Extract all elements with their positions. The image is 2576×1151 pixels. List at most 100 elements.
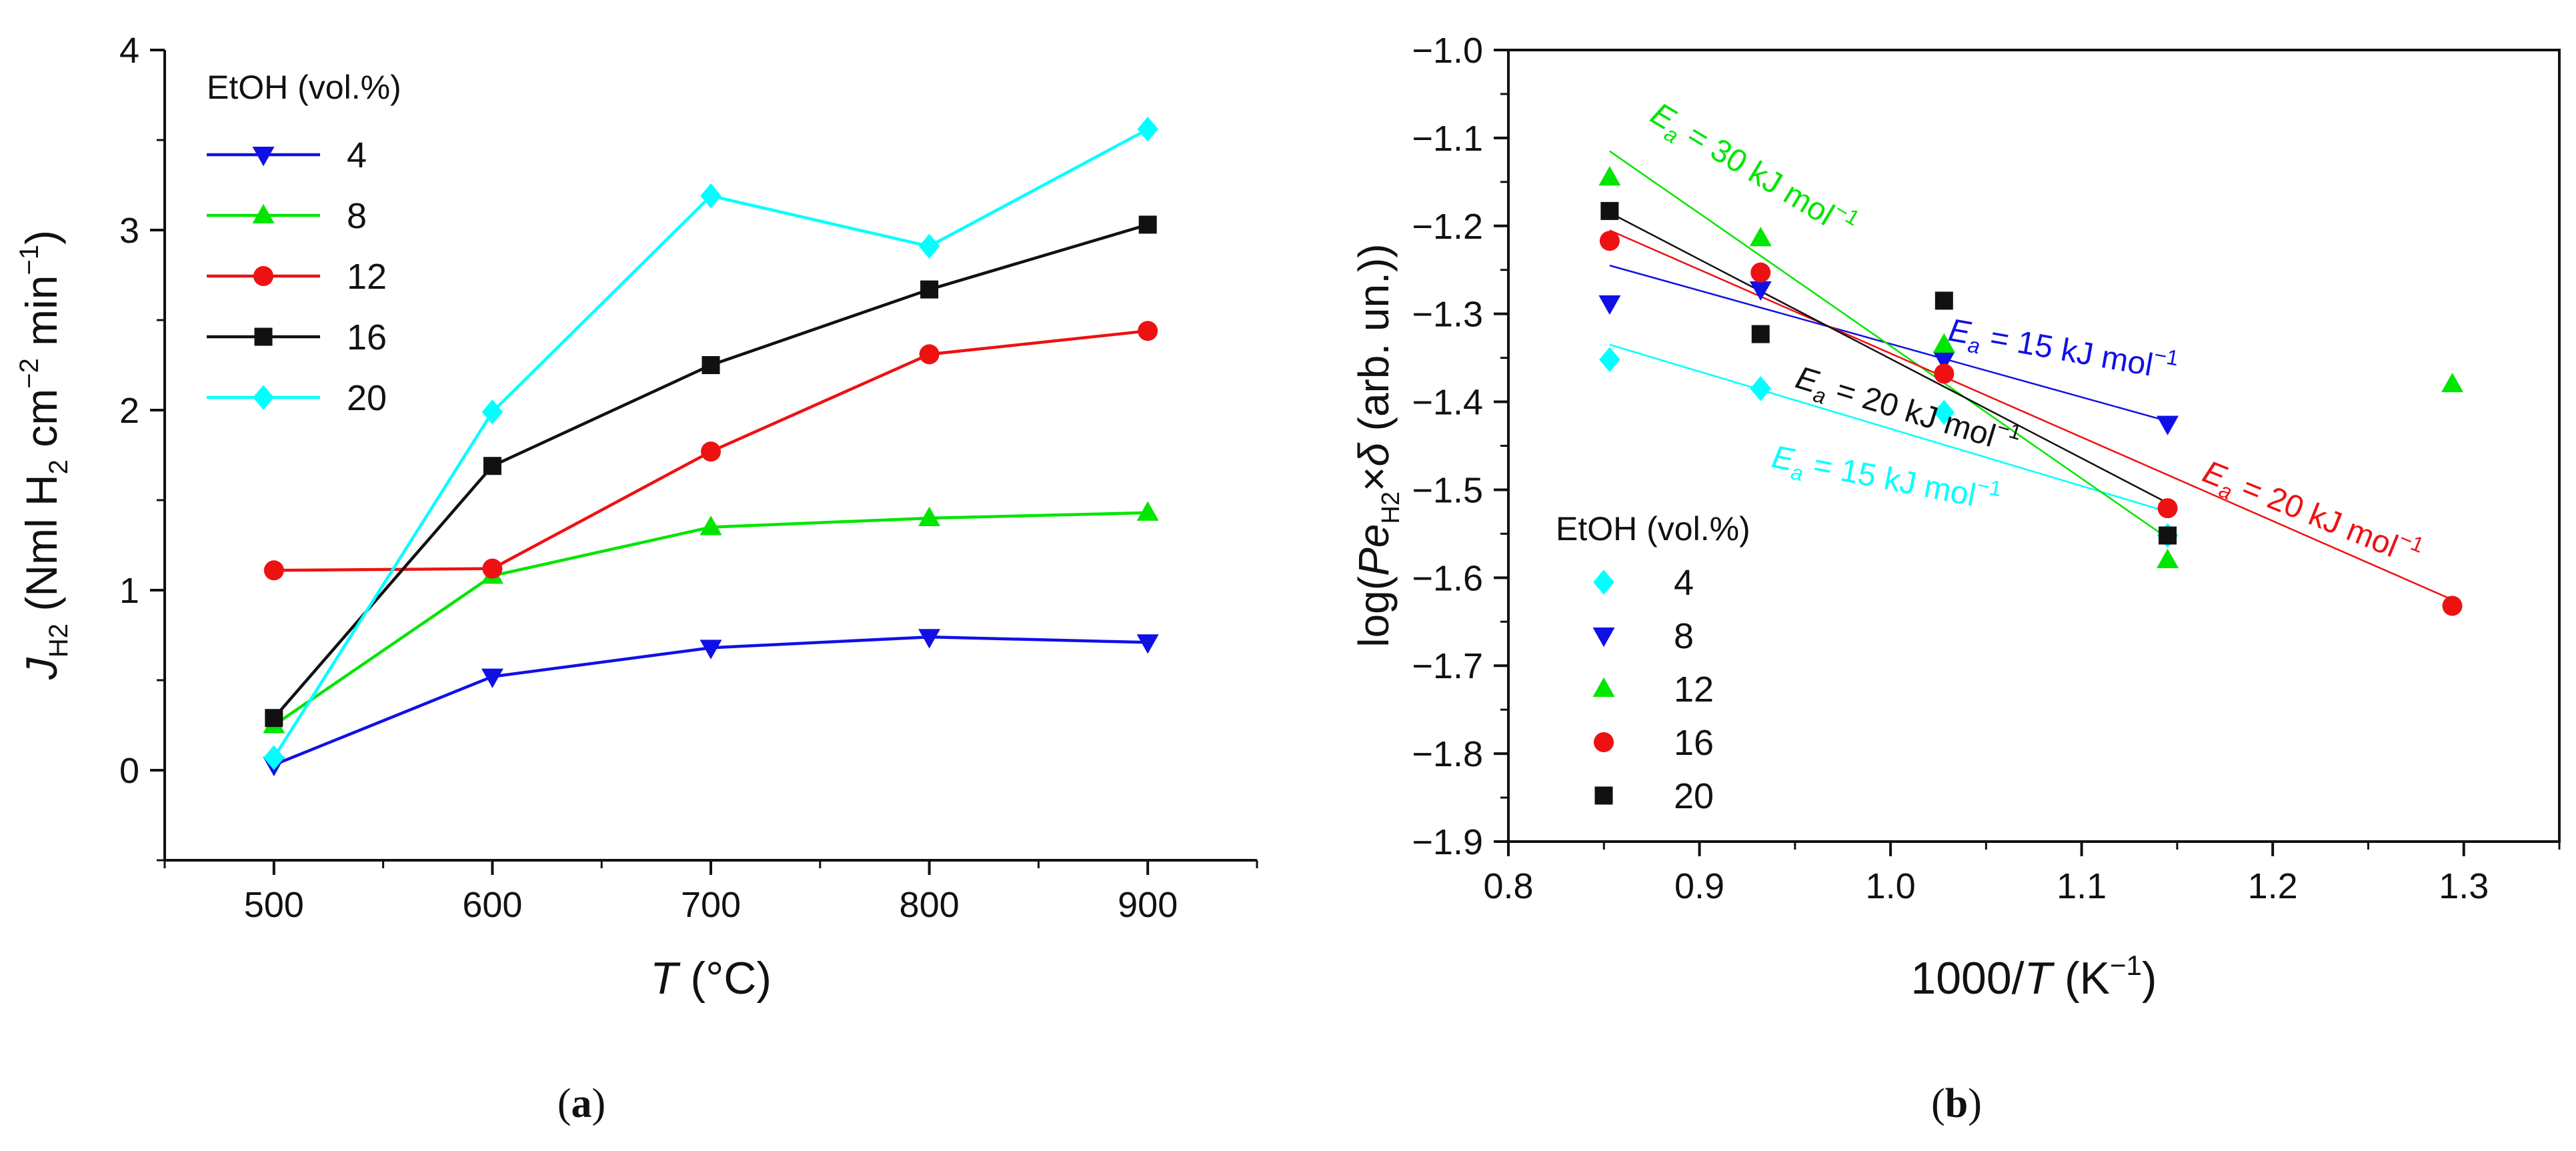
chart-a-x-tick-label: 600 xyxy=(462,885,522,925)
chart-b-y-label: log(PeH2×δ (arb. un.)) xyxy=(1350,243,1405,647)
chart-b-legend-label-16: 16 xyxy=(1674,723,1714,763)
chart-b-series-8-point xyxy=(1933,351,1955,371)
chart-b-y-tick-label: −1.5 xyxy=(1412,470,1483,510)
chart-b-y-label-sub: H2 xyxy=(1377,491,1405,524)
chart-b-y-tick-label: −1.9 xyxy=(1412,822,1483,862)
chart-b-x-label-text: 1000/ xyxy=(1910,953,2024,1004)
caption-b-letter: b xyxy=(1945,1081,1969,1126)
chart-a-series-20-point xyxy=(700,183,722,209)
chart-b-annotation-sup: −1 xyxy=(1975,473,2004,501)
chart-b-y-tick-label: −1.1 xyxy=(1412,119,1483,159)
chart-b-series-16-point xyxy=(2442,596,2463,616)
chart-b-series-16-point xyxy=(1599,231,1620,251)
chart-a-series-12-point xyxy=(701,441,721,462)
chart-b-annotation-text-0: Ea = 30 kJ mol−1 xyxy=(1642,91,1864,249)
chart-b-series-8-point xyxy=(1749,281,1772,301)
caption-a: (a) xyxy=(557,1081,606,1126)
chart-b-legend-marker-16 xyxy=(1594,732,1614,752)
chart-a-legend-label-8: 8 xyxy=(347,196,367,236)
chart-a-y-tick-label: 2 xyxy=(119,391,139,431)
chart-b-x-label-var: T xyxy=(2025,953,2055,1004)
chart-b-x-tick-label: 1.1 xyxy=(2057,866,2107,906)
chart-b-fit-line-8 xyxy=(1609,264,2168,422)
chart-a-y-tick-label: 1 xyxy=(119,571,139,611)
chart-b-y-label-unit: (arb. un.)) xyxy=(1350,243,1398,443)
chart-b-fit-line-4 xyxy=(1609,343,2168,513)
chart-a-x-label: T (°C) xyxy=(650,953,772,1004)
chart-b-x-label-sup: −1 xyxy=(2110,950,2142,981)
chart-b-annotation-4: Ea = 20 kJ mol−1 xyxy=(2198,454,2427,564)
chart-b-series-20-point xyxy=(1751,325,1770,343)
chart-a-y-label-sub2: 2 xyxy=(44,459,73,474)
chart-b-y-tick-label: −1.3 xyxy=(1412,295,1483,335)
chart-b-legend-label-4: 4 xyxy=(1674,563,1694,603)
chart-a-y-label-text3: min xyxy=(17,275,66,358)
chart-a-y-label-sup: −2 xyxy=(15,358,44,389)
chart-a-legend-marker-12 xyxy=(253,266,273,286)
chart-b-series-4-point xyxy=(1933,399,1955,425)
chart-a-labels: T (°C) JH2 (Nml H2 cm−2 min−1) xyxy=(15,230,772,1004)
chart-a-series-20-point xyxy=(1137,117,1158,142)
chart-a-y-label-var: J xyxy=(17,657,66,680)
caption-a-letter: a xyxy=(571,1081,592,1126)
chart-b-legend-marker-8 xyxy=(1592,628,1615,648)
chart-a-y-label-sub: H2 xyxy=(44,624,73,658)
chart-b-annotation-value: = 15 kJ mol xyxy=(1979,318,2155,383)
chart-a-series-4-point xyxy=(1136,634,1159,654)
chart-b-series-4-point xyxy=(1750,376,1771,401)
chart-a-series-8-point xyxy=(1136,501,1159,521)
chart-a-x-tick-label: 700 xyxy=(681,885,741,925)
chart-a-legend-marker-16 xyxy=(254,327,273,346)
chart-b-annotation-1: Ea = 15 kJ mol−1 xyxy=(1946,313,2181,383)
chart-a-legend-label-20: 20 xyxy=(347,378,387,418)
chart-b-legend-marker-4 xyxy=(1593,569,1614,595)
chart-b-annotation-value: = 15 kJ mol xyxy=(1802,445,1979,513)
chart-b-series-20-point xyxy=(1600,201,1619,220)
chart-b-x-tick-label: 0.8 xyxy=(1483,866,1533,906)
chart-b-y-tick-label: −1.4 xyxy=(1412,383,1483,423)
chart-a-x-tick-label: 800 xyxy=(900,885,960,925)
chart-a-y-label-group: JH2 (Nml H2 cm−2 min−1) xyxy=(15,230,73,680)
chart-b-annotation-value: = 30 kJ mol xyxy=(1673,113,1840,233)
chart-a-x-tick-label: 900 xyxy=(1118,885,1178,925)
chart-b-y-tick-label: −1.2 xyxy=(1412,207,1483,247)
chart-b-x-label-unit: (K xyxy=(2052,953,2110,1004)
chart-b-fit-line-12 xyxy=(1609,150,2169,539)
chart-a-series-16-point xyxy=(1138,215,1157,234)
chart-b-x-tick-label: 0.9 xyxy=(1674,866,1724,906)
chart-b-y-label-text: log( xyxy=(1350,576,1398,648)
chart-a-y-label-sup2: −1 xyxy=(15,245,44,275)
chart-b-series-8-point xyxy=(1598,295,1621,315)
chart-b-y-tick-label: −1.8 xyxy=(1412,734,1483,774)
chart-b-x-tick-label: 1.0 xyxy=(1866,866,1916,906)
chart-b-fit-line-20 xyxy=(1609,211,2169,504)
chart-b-x-tick-label: 1.2 xyxy=(2248,866,2298,906)
chart-b-y-tick-label: −1.7 xyxy=(1412,646,1483,686)
chart-b-y-label-group: log(PeH2×δ (arb. un.)) xyxy=(1350,243,1405,647)
chart-a-series-4-point xyxy=(481,668,503,688)
chart-a-x-label-unit: (°C) xyxy=(678,953,772,1004)
chart-a-series-16-point xyxy=(483,457,501,475)
chart-a-x-label-var: T xyxy=(650,953,681,1004)
chart-b-series-12-point xyxy=(1598,165,1621,186)
chart-a-series-20-point xyxy=(481,399,503,425)
chart-b-legend-marker-12 xyxy=(1592,677,1615,697)
chart-b-fit-line-16 xyxy=(1609,229,2453,601)
chart-b-series-12-point xyxy=(1933,333,1955,353)
chart-a-series-16-point xyxy=(265,709,283,728)
chart-a-series-20-point xyxy=(918,233,940,259)
chart-a-y-tick-label: 4 xyxy=(119,31,139,71)
chart-b-series-20-point xyxy=(1935,291,1953,310)
chart-a-legend-title: EtOH (vol.%) xyxy=(207,69,401,106)
chart-b-legend-label-12: 12 xyxy=(1674,670,1714,710)
chart-a-series xyxy=(263,117,1159,777)
chart-a-series-12-point xyxy=(482,558,503,579)
chart-a-series-4-point xyxy=(700,640,722,660)
chart-b-series-16-point xyxy=(1934,363,1955,384)
chart-b-x-tick-label: 1.3 xyxy=(2439,866,2489,906)
chart-a-legend-label-12: 12 xyxy=(347,257,387,297)
chart-b-series-4-point xyxy=(1599,347,1620,372)
